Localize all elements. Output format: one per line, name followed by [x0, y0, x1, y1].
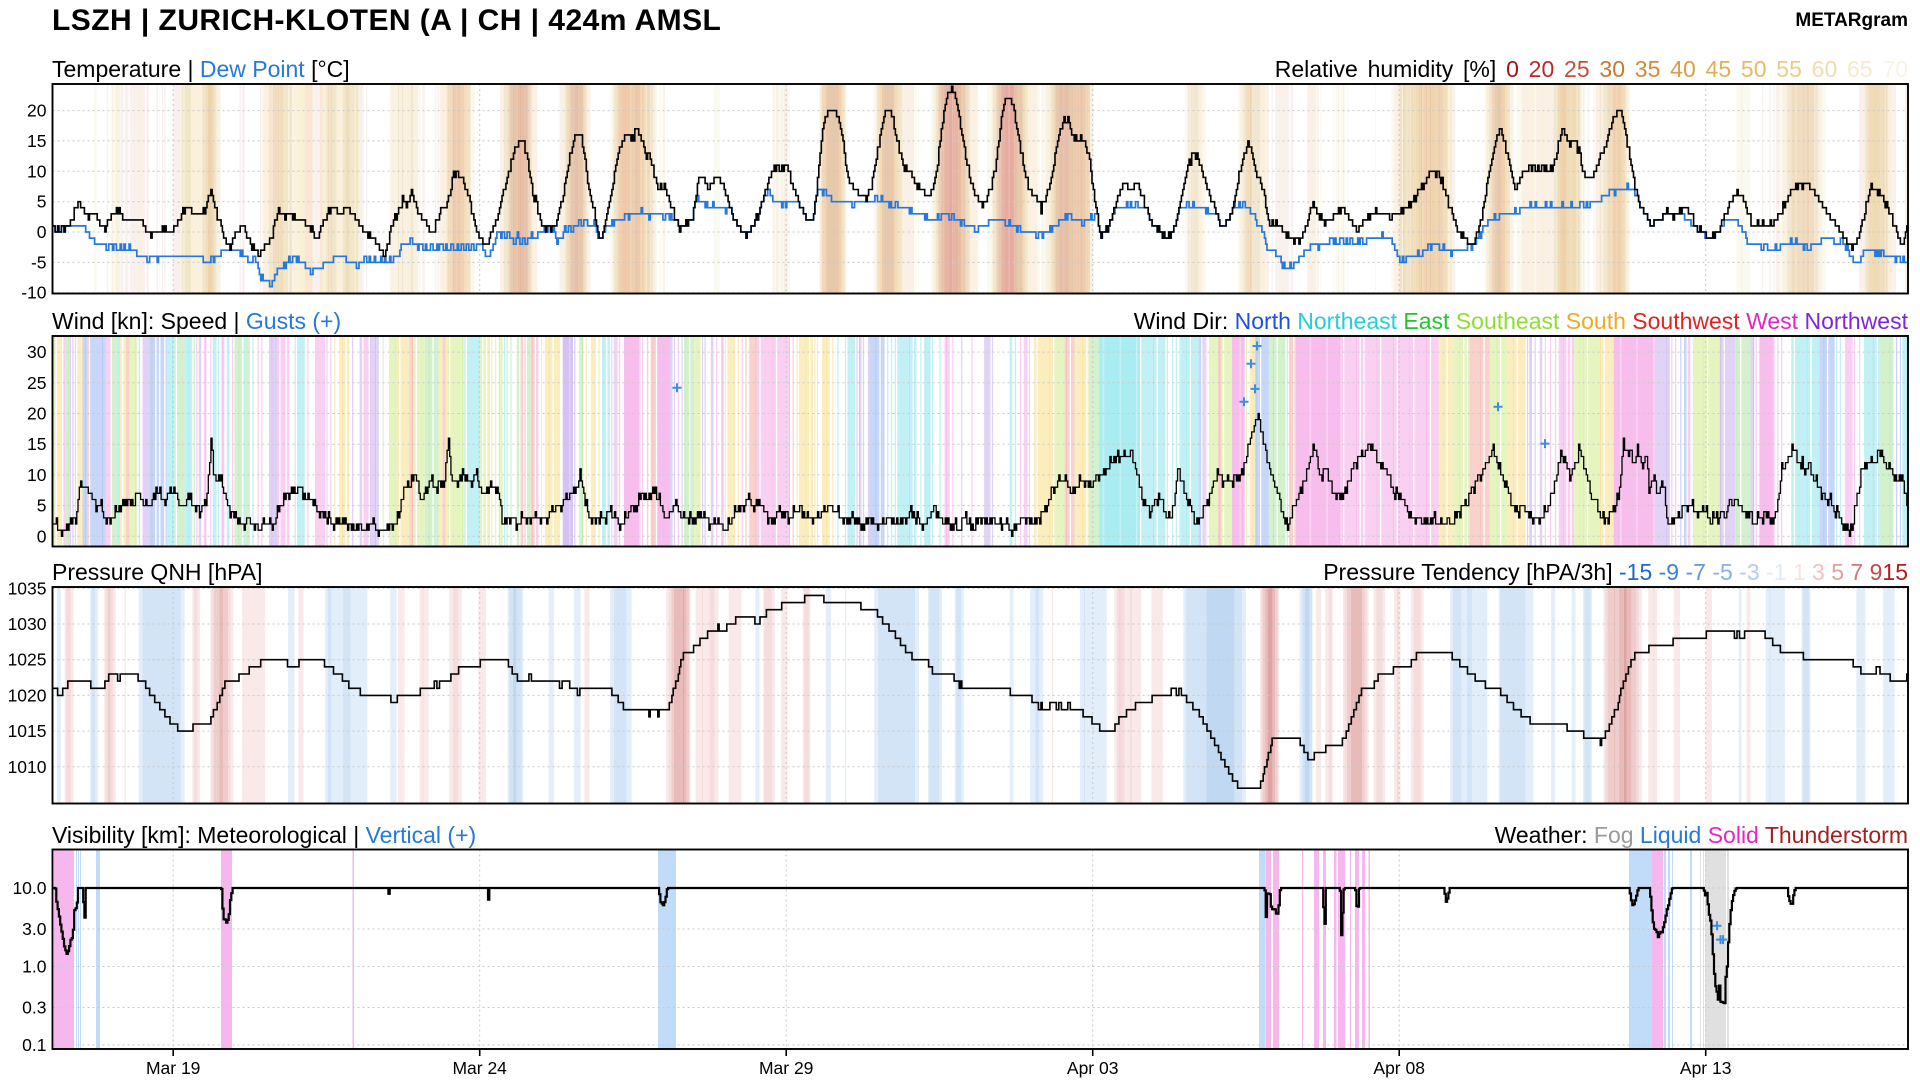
svg-text:-5: -5: [31, 252, 47, 272]
svg-text:1010: 1010: [8, 757, 47, 777]
svg-text:10: 10: [27, 465, 47, 485]
svg-text:Pressure Tendency [hPA/3h] -15: Pressure Tendency [hPA/3h] -15 -9 -7 -5 …: [1323, 559, 1908, 585]
svg-text:Weather: Fog Liquid Solid Thu: Weather: Fog Liquid Solid Thunderstorm: [1495, 822, 1908, 848]
svg-text:1020: 1020: [8, 685, 47, 705]
svg-text:Apr 13: Apr 13: [1680, 1058, 1732, 1078]
svg-text:Mar 19: Mar 19: [146, 1058, 200, 1078]
svg-text:5: 5: [37, 192, 47, 212]
svg-text:0: 0: [37, 526, 47, 546]
svg-text:-10: -10: [21, 283, 47, 303]
svg-text:5: 5: [37, 496, 47, 516]
svg-text:15: 15: [27, 131, 46, 151]
svg-text:Wind [kn]: Speed | Gusts (+): Wind [kn]: Speed | Gusts (+): [52, 308, 341, 334]
svg-text:3.0: 3.0: [22, 919, 47, 939]
svg-text:Pressure QNH [hPA]: Pressure QNH [hPA]: [52, 559, 262, 585]
svg-text:25: 25: [27, 373, 46, 393]
svg-text:METARgram: METARgram: [1795, 10, 1908, 31]
svg-text:0.3: 0.3: [22, 998, 46, 1018]
svg-text:0: 0: [37, 222, 47, 242]
svg-text:Relative humidity [%] 0 20 25: Relative humidity [%] 0 20 25 30 35 40 4…: [1275, 56, 1908, 82]
svg-text:1.0: 1.0: [22, 957, 47, 977]
svg-text:0.1: 0.1: [22, 1035, 46, 1055]
svg-text:1035: 1035: [8, 578, 47, 598]
svg-text:20: 20: [27, 101, 47, 121]
svg-text:LSZH | ZURICH-KLOTEN (A | CH |: LSZH | ZURICH-KLOTEN (A | CH | 424m AMSL: [52, 4, 721, 37]
svg-text:Visibility [km]: Meteorologica: Visibility [km]: Meteorological | Vertic…: [52, 822, 476, 848]
svg-text:Temperature | Dew Point [°C]: Temperature | Dew Point [°C]: [52, 56, 350, 82]
svg-text:30: 30: [27, 342, 47, 362]
svg-text:10: 10: [27, 161, 47, 181]
svg-text:Apr 08: Apr 08: [1373, 1058, 1425, 1078]
svg-text:Mar 24: Mar 24: [452, 1058, 507, 1078]
svg-text:Mar 29: Mar 29: [759, 1058, 813, 1078]
svg-text:15: 15: [27, 434, 46, 454]
svg-text:Wind Dir: North Northeast Eas: Wind Dir: North Northeast East Southeast…: [1134, 308, 1909, 334]
svg-text:20: 20: [27, 404, 47, 424]
svg-text:1025: 1025: [8, 650, 47, 670]
svg-text:Apr 03: Apr 03: [1067, 1058, 1119, 1078]
svg-text:10.0: 10.0: [12, 878, 46, 898]
svg-text:1030: 1030: [8, 614, 47, 634]
svg-text:1015: 1015: [8, 721, 47, 741]
